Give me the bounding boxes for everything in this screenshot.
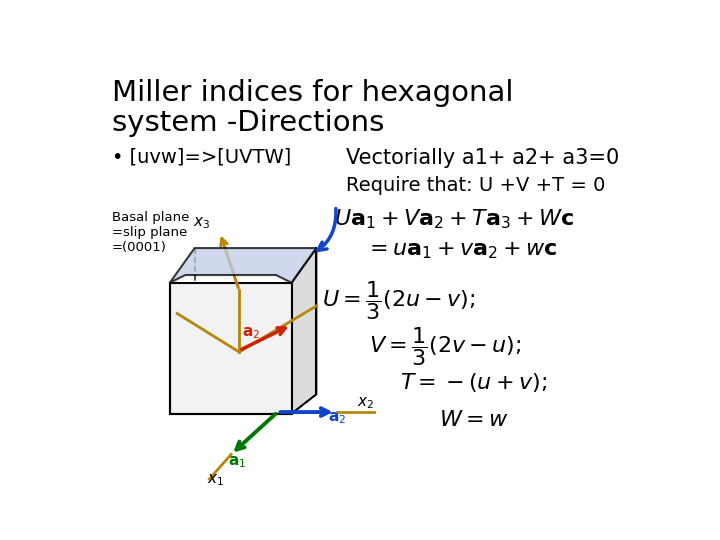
Text: $U = \dfrac{1}{3}(2u - v);$: $U = \dfrac{1}{3}(2u - v);$ [323, 279, 476, 322]
Text: $V = \dfrac{1}{3}(2v - u);$: $V = \dfrac{1}{3}(2v - u);$ [369, 325, 521, 368]
Text: $\mathbf{a}_1$: $\mathbf{a}_1$ [228, 454, 246, 470]
Text: $x_1$: $x_1$ [207, 472, 224, 488]
Text: $T = -(u + v);$: $T = -(u + v);$ [400, 372, 547, 394]
Text: Basal plane
=slip plane
=(0001): Basal plane =slip plane =(0001) [112, 211, 189, 254]
FancyArrowPatch shape [318, 208, 336, 251]
Text: Miller indices for hexagonal: Miller indices for hexagonal [112, 79, 513, 107]
Text: $= u\mathbf{a}_1 + v\mathbf{a}_2 + w\mathbf{c}$: $= u\mathbf{a}_1 + v\mathbf{a}_2 + w\mat… [365, 240, 558, 261]
Text: $W = w$: $W = w$ [438, 410, 508, 430]
Polygon shape [292, 248, 316, 414]
Polygon shape [170, 283, 292, 414]
Text: • [uvw]=>[UVTW]: • [uvw]=>[UVTW] [112, 148, 291, 167]
Text: $x_3$: $x_3$ [193, 215, 210, 231]
Polygon shape [170, 248, 316, 283]
Text: $\mathbf{a}_2$: $\mathbf{a}_2$ [328, 410, 346, 426]
Text: $\mathbf{a}_2$: $\mathbf{a}_2$ [242, 326, 260, 341]
Text: $x_2$: $x_2$ [356, 395, 374, 410]
Text: $U\mathbf{a}_1 + V\mathbf{a}_2 + T\mathbf{a}_3 + W\mathbf{c}$: $U\mathbf{a}_1 + V\mathbf{a}_2 + T\mathb… [334, 207, 574, 231]
Text: Require that: U +V +T = 0: Require that: U +V +T = 0 [346, 177, 605, 195]
Text: Vectorially a1+ a2+ a3=0: Vectorially a1+ a2+ a3=0 [346, 148, 619, 168]
Text: system -Directions: system -Directions [112, 110, 384, 138]
